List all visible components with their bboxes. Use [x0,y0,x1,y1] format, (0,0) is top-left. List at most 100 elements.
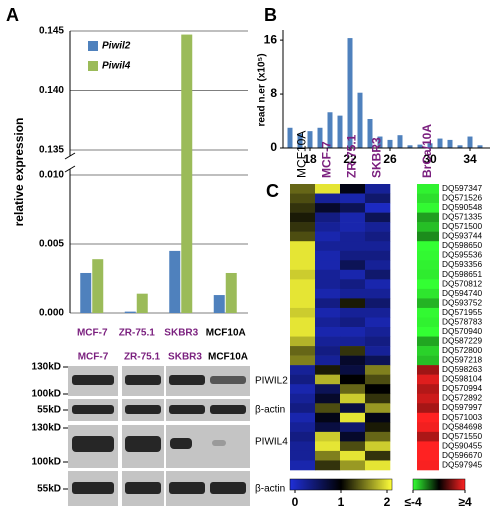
heat-cell [365,260,391,271]
row-label: DQ571003 [442,412,483,422]
ratio-cell [417,260,439,271]
blot-bands [72,375,246,494]
bar [417,144,423,148]
heat-cell [315,184,341,194]
heat-cell [315,431,341,442]
heat-cell [290,279,316,290]
heat-cell [365,384,391,395]
heat-cell [315,298,341,309]
heat-cell [365,374,391,385]
heat-cell [290,298,316,309]
heat-cell [340,346,366,356]
bar [92,259,104,313]
y-tick-label: 0.000 [39,308,64,319]
ratio-cell [417,269,439,280]
colorbar-label: ≤-4 [404,495,422,509]
row-label: DQ598263 [442,364,483,374]
colorbar-label: ≥4 [458,495,472,509]
heat-cell [290,231,316,242]
ratio-cell [417,336,439,347]
bar [337,115,343,148]
colorbar-label: 0 [292,495,299,509]
lane-label: ZR-75.1 [124,352,161,363]
ratio-cell [417,431,439,442]
y-tick-label: 0.145 [39,26,64,37]
heat-cell [315,307,341,318]
heat-cell [340,450,366,461]
heat-cell [365,422,391,433]
legend-swatch [88,41,98,51]
y-tick-label: 0 [270,140,277,154]
heat-cell [315,327,341,337]
ratio-cell [417,460,439,471]
heat-cell [340,327,366,337]
bar [124,311,136,313]
heat-cell [365,241,391,252]
heat-cell [290,241,316,252]
row-label: DQ597997 [442,402,483,412]
heat-cell [365,279,391,290]
row-label: DQ598650 [442,240,483,250]
heat-cell [365,298,391,309]
heat-cell [315,193,341,204]
heat-cell [365,269,391,280]
heat-cell [290,412,316,423]
colorbar [289,478,393,491]
heat-cell [340,431,366,442]
bar [297,133,303,148]
bar [377,136,383,148]
protein-label: β-actin [255,484,285,495]
blot: MCF-7 ZR-75.1 SKBR3 MCF10A 130kD 100kD 5… [32,352,288,506]
heat-cell [290,431,316,442]
row-label: DQ590455 [442,440,483,450]
ratio-cell [417,288,439,299]
heat-cell [290,288,316,299]
row-label: DQ571955 [442,307,483,317]
heat-cell [315,403,341,414]
heat-cell [340,441,366,452]
marker-ticks [63,366,68,490]
heat-cell [315,355,341,366]
x-tick-label: 26 [383,152,397,166]
lane-label: SKBR3 [168,352,202,363]
heat-cell [365,222,391,232]
row-label: DQ594740 [442,288,483,298]
marker-label: 55kD [37,484,61,495]
bar [287,127,293,148]
colorbar [412,478,466,491]
heat-cell [365,288,391,299]
heat-cell [290,393,316,404]
x-tick-label: 18 [303,152,317,166]
bar [169,250,181,313]
heat-cell [365,307,391,318]
x-tick-label: SKBR3 [164,328,198,339]
heat-cell [315,374,341,385]
ratio-cell [417,355,439,366]
heat-cell [290,222,316,232]
ratio-cell [417,365,439,375]
heat-cell [340,260,366,271]
heat-cell [365,393,391,404]
heat-cell [290,355,316,366]
x-tick-label: ZR-75.1 [119,328,156,339]
ratio-cell [417,412,439,423]
ratio-cell [417,403,439,414]
bar [477,145,483,148]
heat-cell [365,250,391,261]
ratio-cell [417,279,439,290]
heat-cell [290,336,316,347]
heat-cell [315,336,341,347]
protein-label: PIWIL2 [255,376,288,387]
heat-cell [290,260,316,271]
bar [347,38,353,148]
legend-label: Piwil4 [102,61,131,72]
heat-cell [365,184,391,194]
bar [447,139,453,148]
heat-cell [340,222,366,232]
heat-cell [315,422,341,433]
lane-label: MCF10A [208,352,248,363]
row-label: DQ596670 [442,450,483,460]
colorbar-label: 1 [338,495,345,509]
heat-cell [290,441,316,452]
heat-cell [315,260,341,271]
